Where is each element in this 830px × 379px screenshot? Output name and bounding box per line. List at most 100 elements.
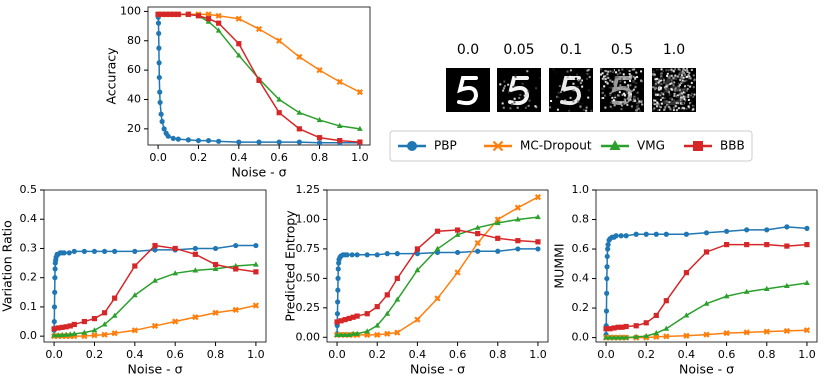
marker <box>611 325 617 331</box>
marker <box>693 141 703 151</box>
noise-pixel <box>513 97 516 100</box>
y-tick-label: 60 <box>127 63 141 76</box>
noise-pixel <box>660 91 663 94</box>
marker <box>112 295 118 301</box>
noise-pixel <box>681 70 684 73</box>
marker <box>515 238 521 244</box>
noise-pixel <box>557 91 560 94</box>
marker <box>159 11 165 17</box>
noise-pixel <box>688 72 691 75</box>
noise-pixel <box>602 87 605 90</box>
noise-pixel <box>663 108 666 111</box>
noise-pixel <box>677 94 680 97</box>
noise-pixel <box>611 96 614 99</box>
marker <box>803 327 811 334</box>
noise-pixel <box>626 103 629 106</box>
x-tick-label: 1.0 <box>798 348 816 361</box>
noise-pixel <box>678 84 681 87</box>
noise-pixel <box>666 74 669 77</box>
marker <box>233 242 239 249</box>
marker <box>643 231 649 237</box>
noise-pixel <box>673 92 676 95</box>
marker <box>71 330 78 336</box>
noise-pixel <box>682 76 685 79</box>
y-tick-label: 0.25 <box>296 301 321 314</box>
marker <box>475 230 481 237</box>
noise-pixel <box>680 98 683 101</box>
noise-pixel <box>600 73 603 76</box>
noise-label: 0.0 <box>457 42 479 58</box>
noise-pixel <box>676 95 679 98</box>
marker <box>157 99 163 106</box>
marker <box>215 12 222 19</box>
noise-pixel <box>685 79 688 82</box>
marker <box>155 20 162 26</box>
marker <box>374 304 380 310</box>
noise-pixel <box>688 106 691 109</box>
noise-pixel <box>670 82 673 85</box>
noise-pixel <box>556 108 559 111</box>
noise-pixel <box>660 68 663 71</box>
marker <box>316 116 323 123</box>
noise-pixel <box>604 75 607 78</box>
noise-pixel <box>680 76 683 79</box>
noise-pixel <box>602 71 605 74</box>
marker <box>276 37 283 44</box>
noise-pixel <box>601 91 604 94</box>
plot-area <box>595 189 818 343</box>
noise-pixel <box>629 90 632 93</box>
noise-pixel <box>633 98 636 101</box>
marker <box>356 89 364 96</box>
noise-pixel <box>659 94 662 97</box>
marker <box>619 324 625 330</box>
x-tick-label: 0.0 <box>45 348 63 361</box>
noise-pixel <box>561 90 564 93</box>
marker <box>434 245 441 251</box>
marker <box>723 293 730 299</box>
marker <box>384 330 391 337</box>
marker <box>374 331 381 339</box>
noise-pixel <box>686 89 689 92</box>
noise-pixel <box>635 71 638 74</box>
marker <box>703 249 710 255</box>
y-tick-label: 0.3 <box>20 241 38 254</box>
noise-pixel <box>686 75 689 78</box>
noise-pixel <box>503 80 506 83</box>
marker <box>784 224 790 230</box>
noise-pixel <box>628 94 631 97</box>
noise-pixel <box>609 92 612 95</box>
marker <box>604 290 610 296</box>
legend-label: BBB <box>720 139 745 153</box>
noise-pixel <box>657 91 660 94</box>
marker <box>205 137 212 144</box>
noise-pixel <box>657 86 660 89</box>
noise-pixel <box>683 107 686 110</box>
marker <box>357 139 363 145</box>
noise-pixel <box>635 82 638 85</box>
marker <box>394 296 401 302</box>
noise-pixel <box>689 85 692 88</box>
marker <box>623 334 629 340</box>
noise-pixel <box>682 95 685 98</box>
noise-pixel <box>672 70 675 73</box>
noise-pixel <box>632 75 635 78</box>
x-tick-label: 0.6 <box>718 348 736 361</box>
y-tick-label: 0.8 <box>572 213 590 226</box>
noise-pixel <box>638 101 641 104</box>
x-axis-label: Noise - σ <box>679 362 734 377</box>
noise-pixel <box>612 99 615 102</box>
noise-pixel <box>603 75 606 78</box>
noise-pixel <box>676 89 679 92</box>
noise-pixel <box>683 72 686 75</box>
marker <box>615 334 621 340</box>
y-axis-label: Predicted Entropy <box>283 210 298 322</box>
noise-pixel <box>587 96 590 99</box>
noise-pixel <box>611 107 614 110</box>
noise-pixel <box>668 88 671 91</box>
noise-pixel <box>601 77 604 80</box>
y-tick-label: 1.00 <box>296 212 321 225</box>
noise-pixel <box>654 94 657 97</box>
marker <box>156 60 162 66</box>
noise-pixel <box>675 106 678 109</box>
marker <box>414 251 421 257</box>
